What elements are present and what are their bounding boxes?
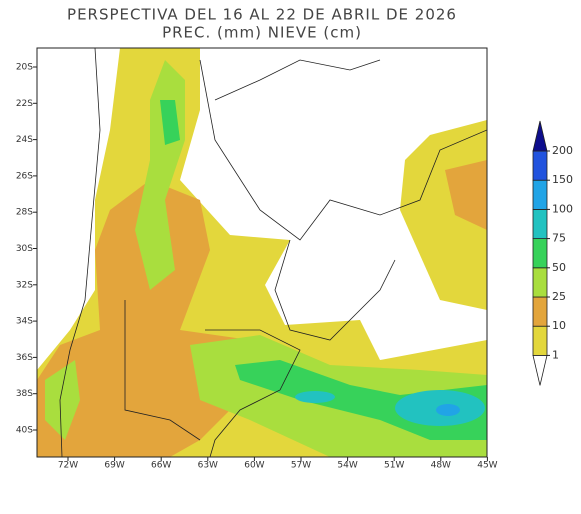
- colorbar-segment: [532, 325, 548, 356]
- latitude-label: 36S: [16, 353, 33, 363]
- colorbar-label: 25: [552, 290, 566, 303]
- colorbar-segment: [532, 208, 548, 239]
- longitude-label: 57W: [291, 461, 311, 471]
- colorbar-below: [532, 354, 548, 386]
- colorbar-label: 50: [552, 261, 566, 274]
- longitude-label: 45W: [477, 461, 497, 471]
- precipitation-field: [37, 48, 487, 457]
- latitude-label: 32S: [16, 280, 33, 290]
- colorbar-label: 200: [552, 144, 573, 157]
- colorbar-label: 100: [552, 202, 573, 215]
- latitude-label: 34S: [16, 317, 33, 327]
- latitude-label: 40S: [16, 426, 33, 436]
- colorbar-label: 1: [552, 348, 559, 361]
- longitude-label: 66W: [151, 461, 171, 471]
- title-line: PERSPECTIVA DEL 16 AL 22 DE ABRIL DE 202…: [67, 6, 457, 24]
- colorbar-above: [532, 120, 548, 152]
- latitude-label: 22S: [16, 99, 33, 109]
- colorbar-label: 10: [552, 319, 566, 332]
- title-line: PREC. (mm) NIEVE (cm): [162, 24, 362, 42]
- colorbar-label: 150: [552, 173, 573, 186]
- latitude-label: 38S: [16, 389, 33, 399]
- map-frame: [36, 47, 488, 458]
- latitude-label: 20S: [16, 63, 33, 73]
- colorbar-segment: [532, 267, 548, 298]
- colorbar-segment: [532, 296, 548, 327]
- colorbar-segment: [532, 150, 548, 181]
- longitude-label: 69W: [104, 461, 124, 471]
- latitude-label: 24S: [16, 135, 33, 145]
- longitude-label: 60W: [244, 461, 264, 471]
- longitude-label: 72W: [58, 461, 78, 471]
- colorbar-label: 75: [552, 232, 566, 245]
- latitude-label: 26S: [16, 171, 33, 181]
- longitude-label: 54W: [337, 461, 357, 471]
- colorbar-segment: [532, 179, 548, 210]
- colorbar-segment: [532, 238, 548, 269]
- longitude-label: 63W: [198, 461, 218, 471]
- longitude-label: 51W: [384, 461, 404, 471]
- latitude-label: 28S: [16, 208, 33, 218]
- latitude-label: 30S: [16, 244, 33, 254]
- longitude-label: 48W: [431, 461, 451, 471]
